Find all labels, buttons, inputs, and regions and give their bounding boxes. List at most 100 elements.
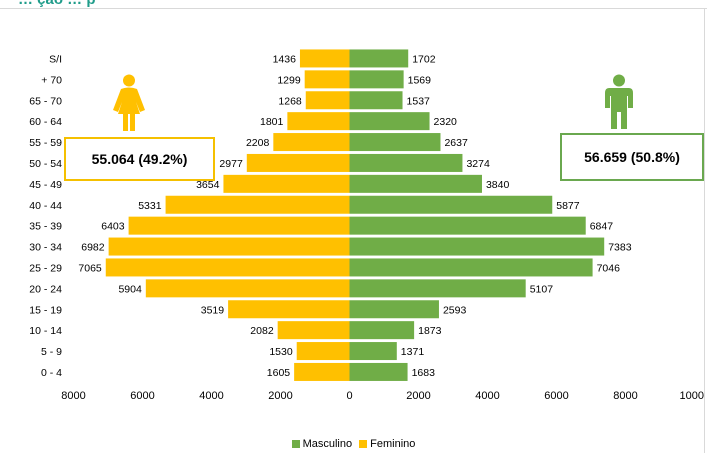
data-label-male: 2637: [444, 137, 468, 149]
legend-label-female: Feminino: [370, 438, 416, 450]
data-label-male: 1569: [408, 74, 432, 86]
legend-label-male: Masculino: [302, 438, 353, 450]
category-label: 0 - 4: [41, 367, 62, 379]
bar-male: [349, 321, 415, 340]
x-tick-label: 4000: [199, 390, 223, 402]
x-tick-label: 6000: [130, 390, 154, 402]
x-tick-label: 1000: [680, 390, 704, 402]
data-label-male: 6847: [590, 221, 614, 233]
category-label: 65 - 70: [29, 95, 62, 107]
bar-male: [349, 70, 404, 89]
x-tick-label: 4000: [475, 390, 499, 402]
bar-male: [349, 112, 430, 131]
bar-female: [273, 133, 350, 152]
data-label-male: 1873: [418, 325, 442, 337]
data-label-male: 3840: [486, 179, 510, 191]
bar-female: [128, 216, 350, 235]
legend-item-female: Feminino: [359, 438, 415, 450]
bar-male: [349, 237, 605, 256]
x-tick-label: 8000: [61, 390, 85, 402]
data-label-male: 7046: [597, 262, 621, 274]
bar-female: [304, 70, 350, 89]
bar-male: [349, 216, 586, 235]
bar-female: [223, 174, 350, 193]
data-label-male: 3274: [466, 158, 490, 170]
data-label-male: 1371: [401, 346, 425, 358]
category-label: 55 - 59: [29, 137, 62, 149]
data-label-female: 3519: [201, 304, 225, 316]
bar-male: [349, 91, 403, 110]
data-label-male: 2593: [443, 304, 467, 316]
male-total-text: 56.659 (50.8%): [584, 149, 680, 165]
female-figure-icon: [113, 74, 145, 131]
category-label: 10 - 14: [29, 325, 62, 337]
bar-female: [105, 258, 350, 277]
bar-female: [277, 321, 350, 340]
bar-female: [145, 279, 350, 298]
category-label: 5 - 9: [41, 346, 62, 358]
right-border: [704, 8, 705, 453]
bar-male: [349, 133, 441, 152]
data-label-female: 2208: [246, 137, 270, 149]
x-tick-label: 0: [346, 390, 352, 402]
data-label-female: 6982: [81, 242, 105, 254]
male-total-box: 56.659 (50.8%): [560, 133, 704, 181]
legend-item-male: Masculino: [291, 438, 353, 450]
data-label-female: 2977: [219, 158, 243, 170]
category-label: 50 - 54: [29, 158, 62, 170]
data-label-female: 1268: [278, 95, 302, 107]
category-label: 60 - 64: [29, 116, 62, 128]
data-label-male: 1683: [412, 367, 436, 379]
bar-female: [299, 49, 350, 68]
x-tick-label: 6000: [544, 390, 568, 402]
female-total-text: 55.064 (49.2%): [91, 151, 188, 167]
x-tick-label: 8000: [613, 390, 637, 402]
category-label: 20 - 24: [29, 283, 62, 295]
male-figure-icon: [605, 74, 633, 129]
category-label: 35 - 39: [29, 221, 62, 233]
data-label-female: 2082: [250, 325, 274, 337]
bar-male: [349, 279, 526, 298]
data-label-female: 5904: [118, 283, 142, 295]
bar-male: [349, 342, 397, 361]
bar-male: [349, 300, 439, 319]
data-label-male: 5877: [556, 200, 580, 212]
data-label-female: 1530: [269, 346, 293, 358]
data-label-female: 1299: [277, 74, 301, 86]
bar-female: [294, 362, 350, 381]
legend-swatch-female: [359, 440, 368, 448]
category-label: 45 - 49: [29, 179, 62, 191]
data-label-male: 5107: [530, 283, 554, 295]
data-label-male: 2320: [434, 116, 458, 128]
bar-female: [305, 91, 350, 110]
category-label: 15 - 19: [29, 304, 62, 316]
data-label-male: 7383: [608, 242, 632, 254]
bar-female: [228, 300, 350, 319]
legend-swatch-male: [291, 440, 300, 448]
data-label-male: 1702: [412, 53, 436, 65]
x-tick-label: 2000: [268, 390, 292, 402]
data-label-female: 1801: [260, 116, 284, 128]
category-label: 30 - 34: [29, 242, 62, 254]
chart-title-text: … ção … p: [18, 0, 96, 8]
data-label-female: 3654: [196, 179, 220, 191]
data-label-female: 1605: [267, 367, 291, 379]
bar-male: [349, 195, 553, 214]
data-label-female: 5331: [138, 200, 162, 212]
chart-legend: Masculino Feminino: [0, 438, 707, 451]
category-label: S/I: [49, 53, 62, 65]
bar-female: [287, 112, 350, 131]
top-border: [0, 8, 707, 9]
chart-title: … ção … p: [18, 0, 96, 9]
data-label-female: 1436: [273, 53, 297, 65]
bar-female: [165, 195, 350, 214]
data-label-male: 1537: [407, 95, 431, 107]
bar-male: [349, 49, 409, 68]
bar-female: [246, 153, 350, 172]
category-label: 25 - 29: [29, 262, 62, 274]
data-label-female: 6403: [101, 221, 125, 233]
female-total-box: 55.064 (49.2%): [64, 137, 215, 181]
x-tick-label: 2000: [406, 390, 430, 402]
